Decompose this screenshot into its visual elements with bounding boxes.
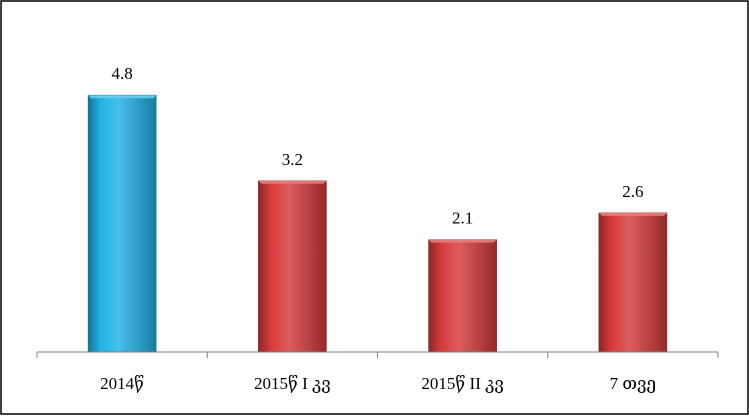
category-labels: 2014წ 2015წ I კვ 2015წ II კვ 7 თვე: [100, 374, 656, 393]
bar-top-bevel: [598, 212, 667, 216]
data-label: 2.1: [452, 209, 473, 228]
data-label: 2.6: [622, 182, 643, 201]
data-labels: 4.8 3.2 2.1 2.6: [112, 64, 644, 227]
bar: [258, 180, 327, 353]
bar-top-bevel: [258, 180, 327, 184]
bar-top-bevel: [88, 95, 157, 99]
x-axis-ticks: [36, 352, 719, 358]
category-label: 2014წ: [100, 374, 144, 393]
bar: [87, 94, 157, 353]
bars-layer: [87, 94, 668, 353]
bar: [598, 212, 668, 353]
data-label: 4.8: [112, 64, 133, 83]
data-label: 3.2: [282, 150, 303, 169]
bar: [428, 239, 497, 353]
bar-top-bevel: [428, 239, 497, 243]
category-label: 2015წ I კვ: [254, 374, 331, 393]
category-label: 2015წ II კვ: [421, 374, 503, 393]
category-label: 7 თვე: [610, 374, 656, 393]
